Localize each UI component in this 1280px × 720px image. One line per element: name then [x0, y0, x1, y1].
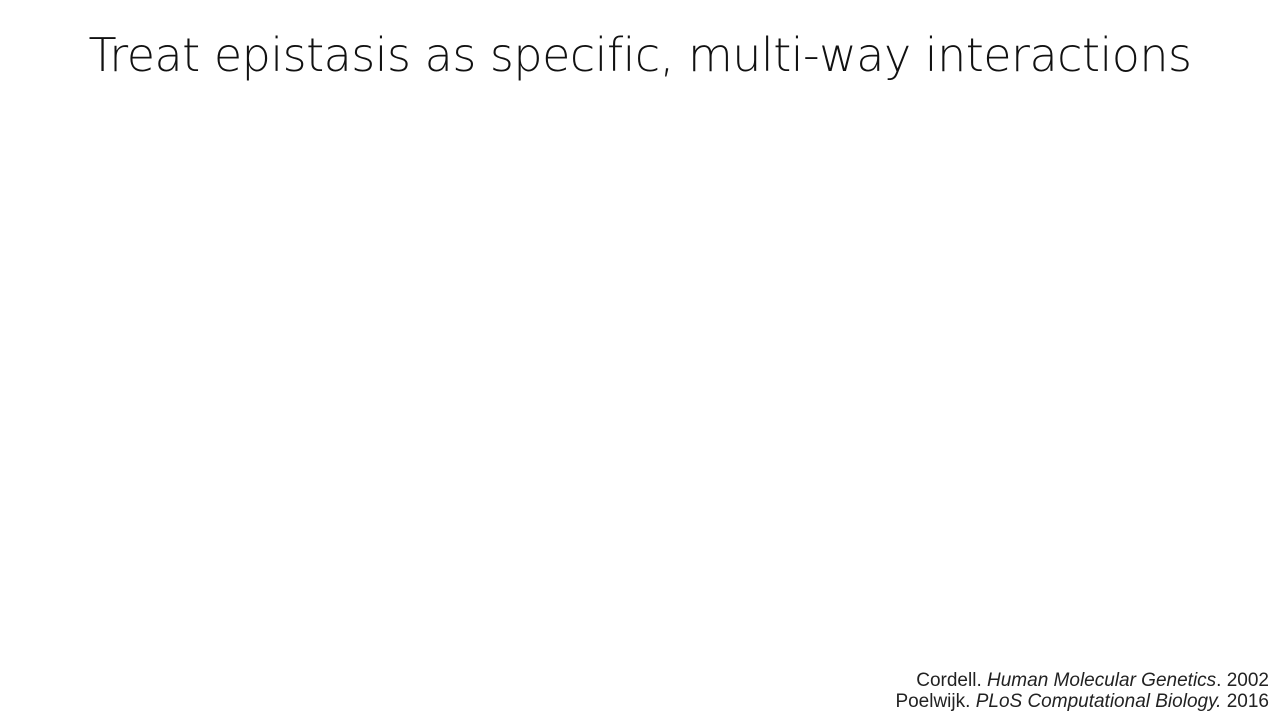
citation-author: Poelwijk. [895, 691, 971, 712]
citation-journal: PLoS Computational Biology. [975, 691, 1222, 712]
citation-year: . 2002 [1216, 670, 1269, 691]
citation-author: Cordell. [916, 670, 982, 691]
citation-poelwijk: Poelwijk. PLoS Computational Biology. 20… [895, 691, 1269, 712]
citation-journal: Human Molecular Genetics [987, 670, 1217, 691]
slide-title: Treat epistasis as specific, multi-way i… [88, 28, 1192, 82]
citation-year: 2016 [1221, 691, 1269, 712]
citation-cordell: Cordell. Human Molecular Genetics. 2002 [895, 670, 1269, 691]
citations: Cordell. Human Molecular Genetics. 2002 … [895, 670, 1269, 712]
